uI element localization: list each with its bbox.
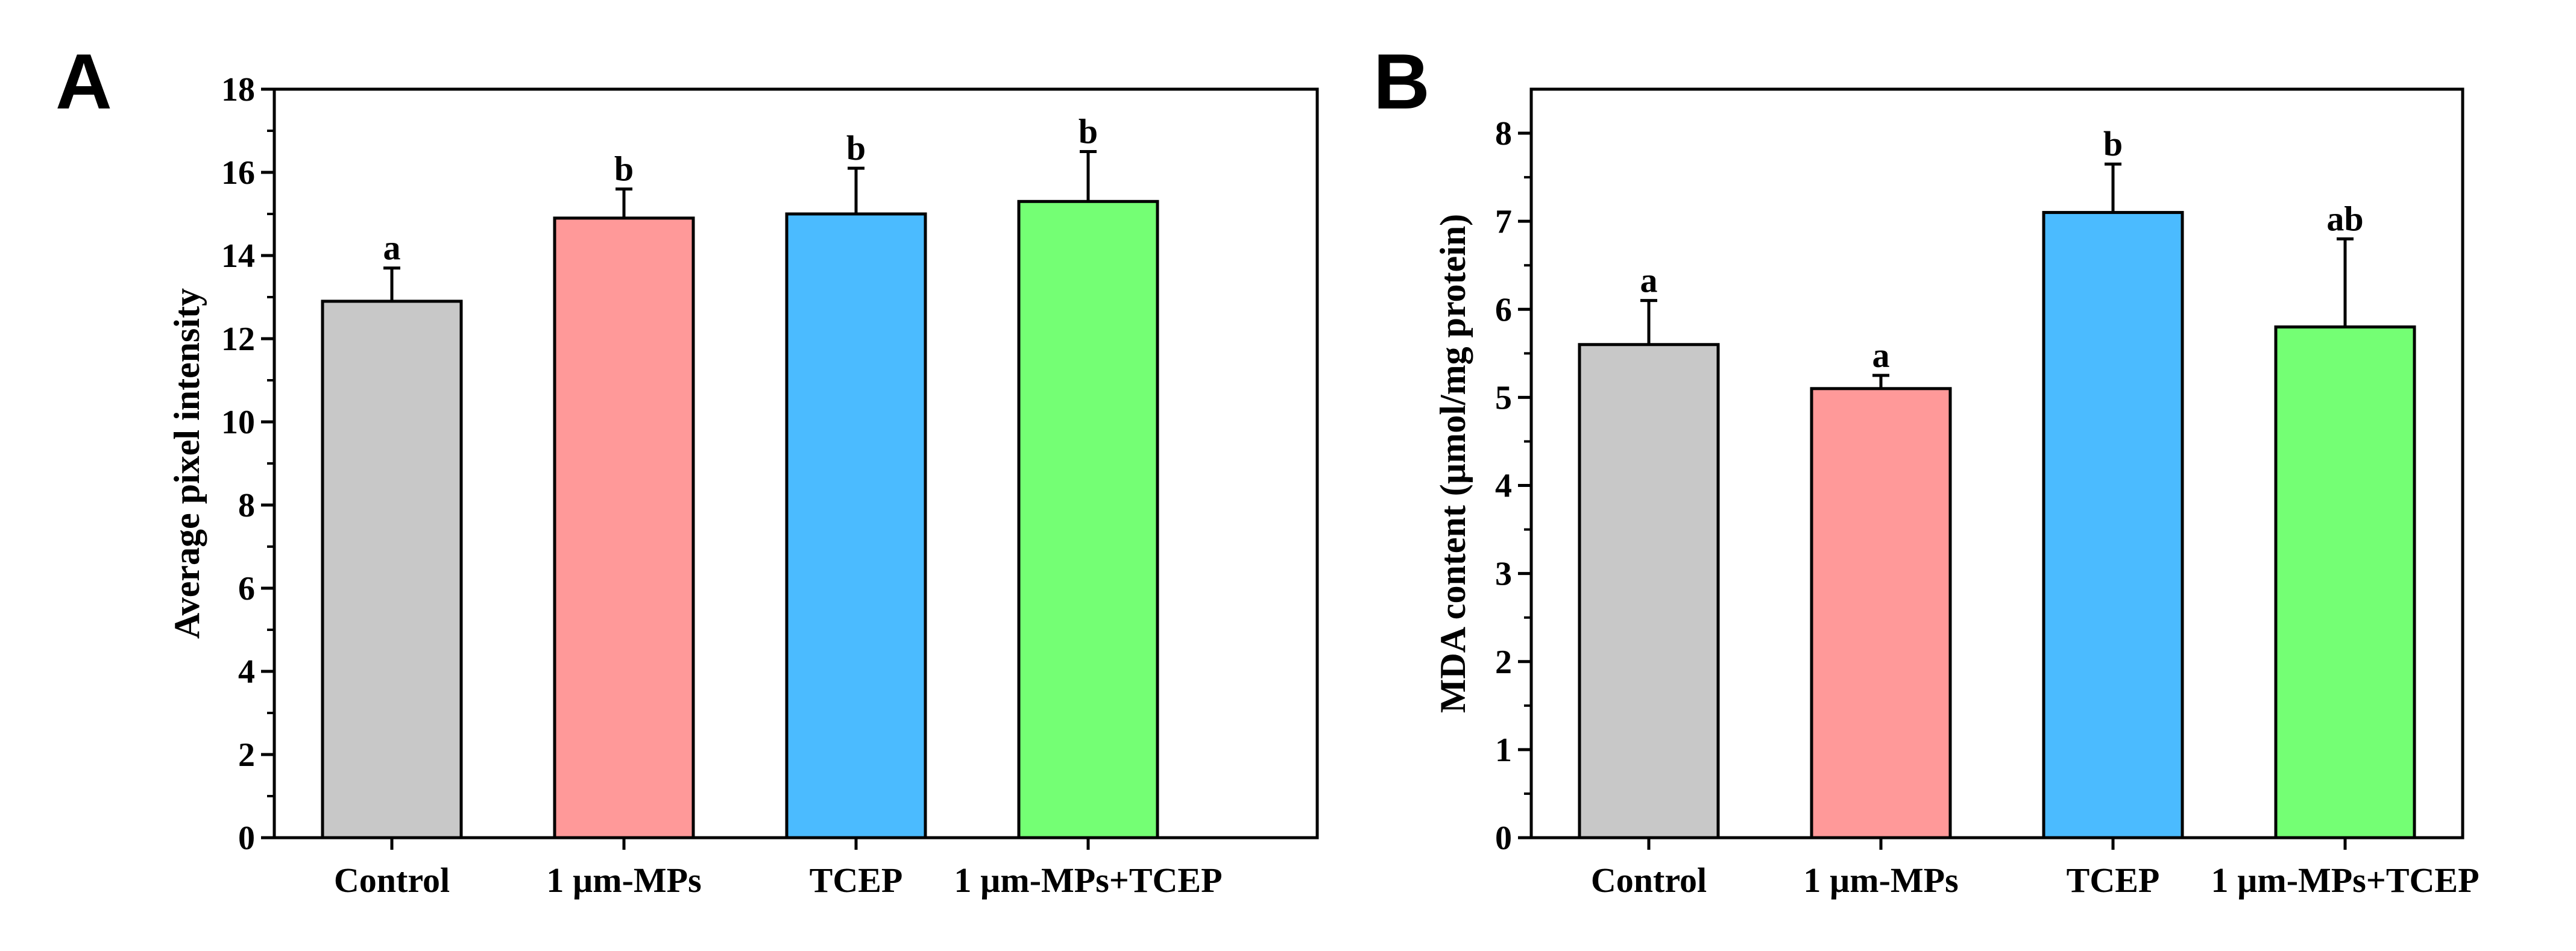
x-category-label: Control [334, 861, 450, 900]
y-axis-title: Average pixel intensity [167, 288, 207, 639]
chart-a: 0 2 4 6 8 10 12 14 16 18 Average pixel intensity a C… [167, 71, 1319, 900]
significance-label: b [846, 128, 866, 168]
y-tick-label: 0 [1495, 820, 1512, 857]
y-tick-label: 4 [238, 653, 255, 691]
y-tick-label: 0 [238, 820, 255, 857]
bar [2274, 325, 2416, 840]
y-tick-label: 1 [1495, 732, 1512, 769]
bar [785, 212, 927, 840]
y-tick-label: 6 [1495, 291, 1512, 328]
x-category-label: 1 µm-MPs+TCEP [2211, 861, 2479, 900]
significance-label: b [2103, 124, 2123, 163]
plot-frame [1529, 87, 2464, 840]
x-category-label: Control [1591, 861, 1707, 900]
bar [553, 216, 695, 840]
y-axis-title: MDA content (µmol/mg protein) [1433, 214, 1473, 713]
y-tick-label: 5 [1495, 379, 1512, 416]
y-tick-label: 12 [221, 321, 255, 358]
y-tick-label: 4 [1495, 468, 1512, 505]
significance-label: a [383, 228, 401, 268]
bar [2042, 211, 2184, 840]
y-tick-label: 8 [1495, 115, 1512, 152]
y-tick-label: 16 [221, 154, 255, 192]
x-category-label: 1 µm-MPs [546, 861, 701, 900]
x-category-label: 1 µm-MPs+TCEP [954, 861, 1222, 900]
bar [321, 300, 463, 840]
significance-label: ab [2326, 199, 2363, 238]
y-tick-label: 14 [221, 237, 255, 275]
significance-label: b [1079, 112, 1098, 151]
panel-a-letter: A [55, 37, 112, 125]
bar [1017, 199, 1159, 840]
y-tick-label: 6 [238, 570, 255, 607]
x-category-label: TCEP [2067, 861, 2160, 900]
panel-b-letter: B [1373, 37, 1430, 125]
y-tick-label: 7 [1495, 203, 1512, 240]
y-tick-label: 8 [238, 487, 255, 524]
significance-label: b [614, 149, 634, 189]
significance-label: a [1640, 261, 1658, 300]
y-tick-label: 2 [238, 736, 255, 774]
x-category-label: TCEP [810, 861, 903, 900]
y-tick-label: 18 [221, 71, 255, 108]
y-tick-label: 10 [221, 404, 255, 441]
chart-b: 0 1 2 3 4 5 6 7 8 MDA content (µmol/mg protein) a C… [1433, 87, 2480, 900]
bar [1578, 343, 1720, 840]
bar [1810, 387, 1952, 840]
x-category-label: 1 µm-MPs [1803, 861, 1958, 900]
y-tick-label: 3 [1495, 556, 1512, 593]
significance-label: a [1872, 336, 1890, 375]
y-tick-label: 2 [1495, 644, 1512, 681]
